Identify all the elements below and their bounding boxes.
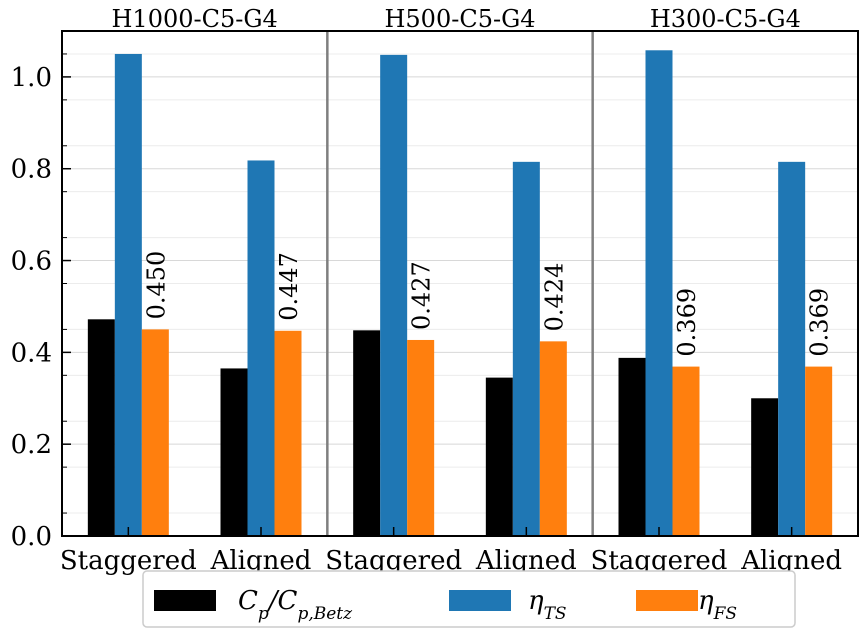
panel-titles: H1000-C5-G4 H500-C5-G4 H300-C5-G4	[112, 5, 801, 33]
bar-cp	[220, 368, 248, 536]
bar-value-label: 0.369	[673, 288, 701, 357]
panel-title: H500-C5-G4	[384, 5, 535, 33]
bar-value-label: 0.369	[806, 288, 834, 357]
legend: Cp/Cp,Betz ηTS ηFS	[142, 570, 796, 628]
y-tick-label: 0.8	[11, 155, 52, 185]
bar-ts	[247, 160, 275, 537]
y-tick-label: 0.0	[11, 522, 52, 552]
bar-cp	[618, 357, 646, 536]
bar-fs	[805, 366, 833, 536]
y-tick-label: 1.0	[11, 63, 52, 93]
legend-label-fs: ηFS	[698, 586, 737, 624]
panel-dividers	[326, 31, 594, 536]
bar-cp	[485, 377, 513, 536]
bar-fs	[539, 341, 567, 536]
bar-fs	[141, 329, 169, 536]
legend-swatch-fs	[636, 590, 698, 611]
x-axis: Staggered Aligned Staggered Aligned Staggere…	[60, 527, 842, 576]
bar-fs	[672, 366, 700, 536]
bar-value-label: 0.447	[275, 252, 303, 321]
panel-title: H300-C5-G4	[650, 5, 801, 33]
gridlines	[62, 53, 858, 537]
bar-cp	[87, 319, 115, 536]
y-tick-label: 0.2	[11, 430, 52, 460]
y-tick-label: 0.4	[11, 338, 52, 368]
bar-ts	[114, 53, 142, 537]
bar-value-label: 0.424	[540, 263, 568, 332]
bar-ts	[778, 161, 806, 536]
bar-value-label: 0.427	[408, 261, 436, 330]
bar-fs	[274, 330, 302, 536]
bar-value-labels: 0.450 0.447 0.427 0.424 0.369 0.369	[142, 251, 833, 357]
bar-value-label: 0.450	[142, 251, 170, 320]
bar-cp	[353, 330, 381, 536]
y-tick-label: 0.6	[11, 247, 52, 277]
legend-swatch-ts	[449, 590, 511, 611]
panel-title: H1000-C5-G4	[112, 5, 278, 33]
legend-label-cp: Cp/Cp,Betz	[238, 586, 353, 624]
legend-label-ts: ηTS	[528, 586, 567, 624]
bar-ts	[380, 54, 408, 536]
bar-fs	[407, 339, 435, 536]
bar-ts	[512, 161, 540, 536]
y-axis: 0.0 0.2 0.4 0.6 0.8 1.0	[11, 53, 71, 552]
legend-swatch-cp	[154, 590, 216, 611]
bars	[87, 50, 833, 537]
bar-ts	[645, 50, 673, 536]
bar-cp	[751, 398, 779, 536]
